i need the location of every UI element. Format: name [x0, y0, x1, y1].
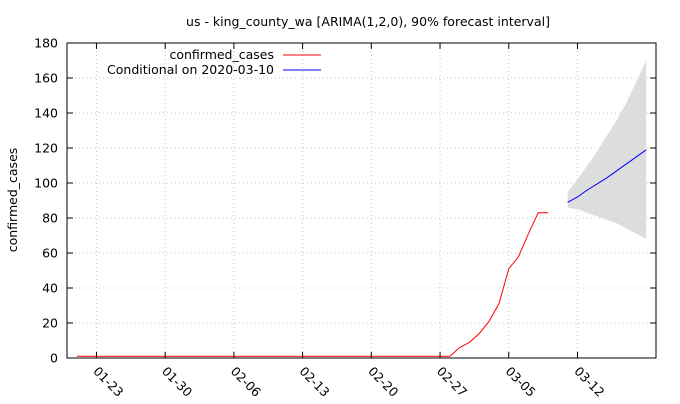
x-tick-label: 02-06: [228, 364, 264, 400]
plot-frame: [66, 42, 657, 359]
y-tick-label: 180: [34, 36, 58, 51]
series-line-confirmed-cases: [76, 212, 548, 357]
y-tick-label: 160: [34, 71, 58, 86]
y-tick-label: 0: [50, 351, 58, 366]
legend: confirmed_cases Conditional on 2020-03-1…: [107, 47, 321, 77]
y-tick-label: 100: [34, 176, 58, 191]
y-tick-label: 60: [42, 246, 58, 261]
grid: [67, 43, 656, 358]
x-tick-label: 02-27: [434, 364, 470, 400]
y-tick-label: 20: [42, 316, 58, 331]
x-tick-label: 03-05: [503, 364, 539, 400]
x-tick-label: 02-13: [296, 364, 332, 400]
series-line-conditional: [567, 149, 647, 203]
x-tick-label: 02-20: [365, 364, 401, 400]
y-tick-label: 140: [34, 106, 58, 121]
chart-title: us - king_county_wa [ARIMA(1,2,0), 90% f…: [186, 14, 550, 29]
y-tick-label: 80: [42, 211, 58, 226]
x-tick-label: 01-23: [90, 364, 126, 400]
series-layer: [76, 60, 647, 357]
y-axis-label: confirmed_cases: [5, 148, 20, 253]
y-tick-label: 120: [34, 141, 58, 156]
legend-label-conditional: Conditional on 2020-03-10: [107, 62, 274, 77]
x-tick-label: 01-30: [159, 364, 195, 400]
x-tick-label: 03-12: [571, 364, 607, 400]
legend-label-confirmed-cases: confirmed_cases: [169, 47, 274, 62]
forecast-interval-band: [567, 60, 647, 239]
y-tick-label: 40: [42, 281, 58, 296]
